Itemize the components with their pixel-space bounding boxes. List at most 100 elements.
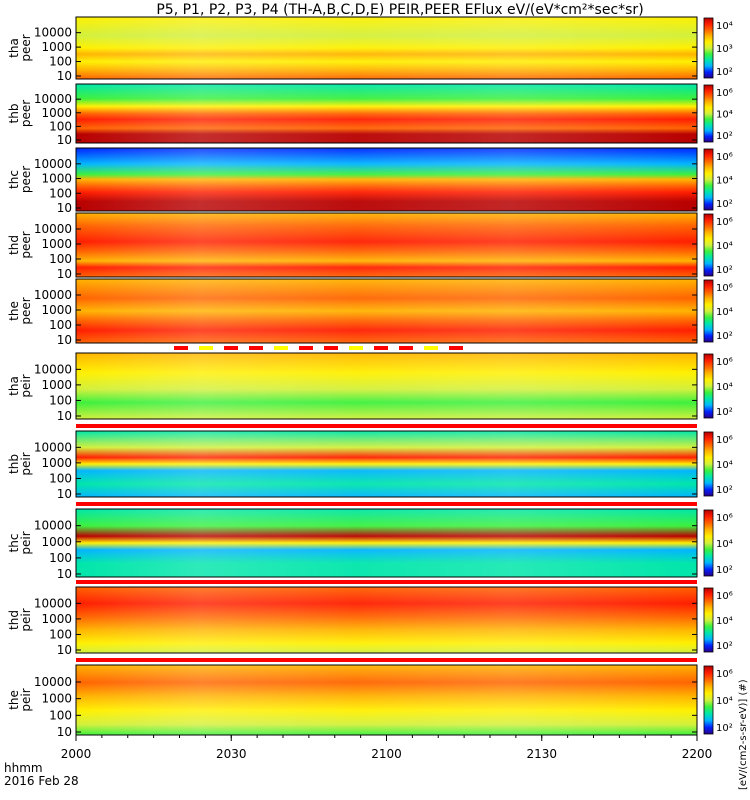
panel-frame [75,586,698,654]
y-tick-label: 10000 [34,362,72,376]
time-axis-label-hhmm: hhmm [4,761,43,775]
x-tick-label: 2030 [216,747,247,761]
ylabel-probe: thb [7,104,21,124]
panel-ylabel: thapeir [7,374,33,397]
y-tick-label: 10000 [34,596,72,610]
flag-bar [76,658,697,662]
y-tick-label: 100 [49,186,72,200]
colorbar [703,84,714,143]
y-tick-label: 10 [57,725,72,739]
time-variation-overlay [76,279,697,343]
flag-bar [76,580,697,584]
colorbar [703,148,714,211]
x-tick-label: 2130 [526,747,557,761]
ylabel-probe: thc [7,170,21,189]
flag-segment [449,346,463,350]
panel-frame [75,430,698,498]
panel-frame [75,278,698,344]
colorbar-tick-label: 10⁶ [716,435,733,446]
colorbar-tick-label: 10² [716,407,733,418]
y-tick-label: 10 [57,133,72,147]
colorbar-tick-label: 10⁴ [716,696,733,707]
y-tick-label: 1000 [41,172,72,186]
ylabel-probe: thd [7,235,21,255]
x-tick-label: 2100 [371,747,402,761]
colorbar-tick-label: 10⁴ [716,382,733,393]
panel-frame [75,508,698,578]
y-tick-label: 100 [49,55,72,69]
colorbar-tick-label: 10³ [716,44,733,55]
ylabel-probe: tha [7,38,21,58]
ylabel-species: peer [19,231,33,258]
y-tick-label: 100 [49,393,72,407]
x-tick-label: 2000 [61,747,92,761]
ylabel-probe: the [7,301,21,321]
flag-segment [299,346,313,350]
y-tick-label: 1000 [41,303,72,317]
flag-segment [274,346,288,350]
ylabel-probe: thd [7,610,21,630]
flag-segment [249,346,263,350]
time-axis-label-date: 2016 Feb 28 [4,774,79,788]
colorbar-tick-label: 10⁶ [716,513,733,524]
colorbar-tick-label: 10⁶ [716,88,733,99]
y-tick-label: 100 [49,471,72,485]
colorbar-tick-label: 10⁶ [716,357,733,368]
ylabel-species: peer [19,297,33,324]
ylabel-species: peir [19,531,33,554]
colorbar [703,353,714,419]
colorbar-tick-label: 10⁴ [716,616,733,627]
panel-ylabel: thepeer [7,297,33,324]
y-tick-label: 10 [57,333,72,347]
ylabel-species: peer [19,34,33,61]
y-tick-label: 10 [57,201,72,215]
colorbar-tick-label: 10² [716,265,733,276]
y-tick-label: 100 [49,119,72,133]
panel-frame [75,212,698,278]
colorbar-tick-label: 10⁶ [716,669,733,680]
colorbar-tick-label: 10⁴ [716,21,733,32]
panel-ylabel: thdpeer [7,231,33,258]
panel-frame [75,352,698,420]
y-tick-label: 10000 [34,519,72,533]
time-variation-overlay [76,587,697,653]
y-tick-label: 10000 [34,157,72,171]
colorbar-tick-label: 10⁴ [716,307,733,318]
flag-bar [76,424,697,428]
y-tick-label: 1000 [41,612,72,626]
colorbar-tick-label: 10² [716,67,733,78]
time-variation-overlay [76,17,697,79]
panel-ylabel: thbpeir [7,452,33,475]
x-tick-label: 2200 [682,747,713,761]
y-tick-label: 100 [49,551,72,565]
colorbar-tick-label: 10⁴ [716,110,733,121]
y-tick-label: 10000 [34,92,72,106]
panel-the-peir: thepeir 10 100 1000 10000 10⁶ 10⁴ 10² [7,664,733,739]
colorbar [703,431,714,497]
colorbar [703,587,714,653]
colorbar-tick-label: 10⁶ [716,217,733,228]
ylabel-species: peir [19,374,33,397]
colorbar [703,17,714,79]
panel-ylabel: thepeir [7,688,33,711]
colorbar-tick-label: 10² [716,331,733,342]
panel-ylabel: thcpeir [7,531,33,554]
y-tick-label: 10 [57,69,72,83]
y-tick-label: 10 [57,409,72,423]
figure-title: P5, P1, P2, P3, P4 (TH-A,B,C,D,E) PEIR,P… [156,2,643,18]
colorbar-tick-label: 10⁴ [716,241,733,252]
colorbar-tick-label: 10⁴ [716,176,733,187]
panel-ylabel: thcpeer [7,166,33,193]
colorbar-tick-label: 10⁶ [716,152,733,163]
panel-ylabel: thbpeer [7,100,33,127]
time-variation-overlay [76,213,697,277]
ylabel-species: peer [19,100,33,127]
time-variation-overlay [76,431,697,497]
y-tick-label: 1000 [41,378,72,392]
colorbar-tick-label: 10² [716,641,733,652]
y-tick-label: 10 [57,643,72,657]
